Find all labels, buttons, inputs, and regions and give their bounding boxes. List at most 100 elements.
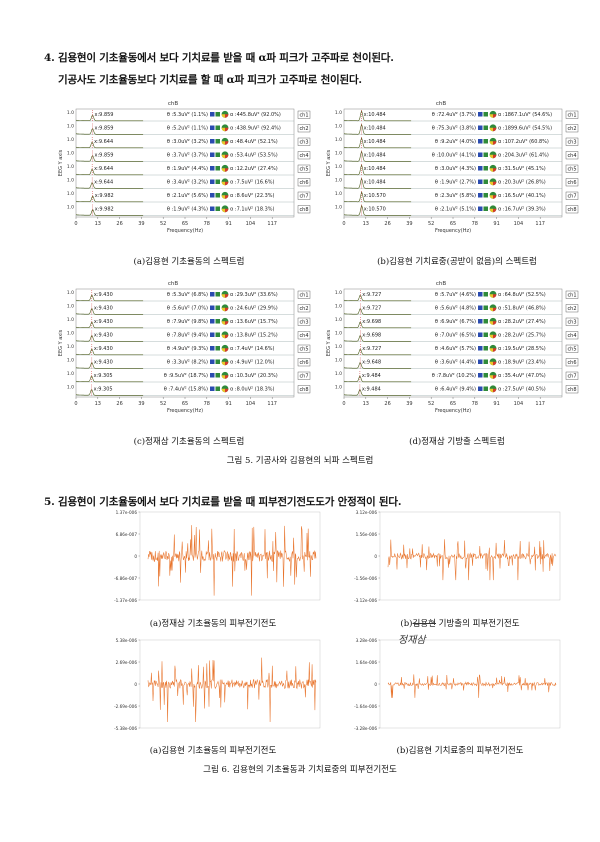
channel-label: ch6 — [299, 180, 308, 186]
band-pie-slice — [221, 348, 225, 352]
handwritten-correction: 정재삼 — [398, 635, 426, 646]
band-pie-slice — [221, 127, 225, 132]
y-tick-label: 1.37e-006 — [116, 510, 138, 515]
channel-label: ch3 — [567, 140, 576, 146]
spectrum-caption-b: (b)김용현 기치료중(공받이 없음)의 스펙트럼 — [377, 257, 537, 267]
y-tick-label: 1.0 — [67, 304, 74, 310]
band-color-square — [483, 386, 488, 391]
y-tick-label: 1.0 — [335, 317, 342, 323]
gsr-caption-3: (a)김용현 기초율동의 피부전기전도 — [149, 746, 277, 756]
channel-label: ch5 — [299, 347, 308, 353]
y-axis-label: EEG Y axis — [326, 149, 332, 176]
channel-box — [297, 317, 311, 326]
peak-label: x:9.430 — [94, 360, 113, 366]
band-pie-slice — [493, 388, 497, 393]
band-color-square — [478, 125, 483, 130]
band-pie-slice — [489, 361, 493, 366]
x-axis-label: Frequency(Hz) — [435, 408, 471, 414]
spectrum-trace — [343, 110, 412, 122]
channel-label: ch4 — [299, 153, 308, 159]
channel-label: ch2 — [567, 126, 576, 132]
spectrum-trace — [75, 208, 144, 216]
y-tick-label: 1.0 — [335, 304, 342, 310]
alpha-power-label: α :20.3uV² (26.8%) — [498, 180, 546, 186]
x-tick-label: 91 — [225, 221, 231, 227]
band-color-square — [478, 112, 483, 117]
y-tick-label: 1.0 — [335, 137, 342, 143]
band-color-square — [478, 346, 483, 351]
band-color-square — [483, 152, 488, 157]
gsr-trace — [147, 657, 317, 723]
channel-box — [297, 151, 311, 160]
spectrum-trace — [343, 164, 412, 176]
alpha-power-label: α :28.2uV² (27.4%) — [498, 319, 546, 325]
theta-power-label: θ :1.9uV² (4.3%) — [167, 207, 208, 213]
axis-title: chB — [436, 101, 447, 107]
x-tick-label: 39 — [406, 221, 412, 227]
y-tick-label: 1.0 — [67, 385, 74, 391]
peak-label: x:10.484 — [364, 139, 386, 145]
band-color-square — [478, 139, 483, 144]
band-color-square — [478, 359, 483, 364]
peak-label: x:9.430 — [94, 333, 113, 339]
peak-label: x:10.570 — [364, 193, 386, 199]
channel-box — [297, 290, 311, 299]
channel-box — [565, 164, 579, 173]
band-color-square — [215, 193, 220, 198]
y-tick-label: 1.0 — [67, 137, 74, 143]
y-tick-label: 5.38e-006 — [116, 638, 138, 643]
band-color-square — [483, 373, 488, 378]
x-tick-label: 117 — [267, 401, 277, 407]
channel-label: ch8 — [567, 207, 576, 213]
gsr-panel-2: 3.12e-006 1.56e-006 0 -1.56e-006 -3.12e-006 — [354, 510, 561, 603]
alpha-power-label: α :1899.6uV² (54.5%) — [498, 126, 552, 132]
band-pie-slice — [493, 375, 497, 379]
theta-power-label: θ :9.5uV² (18.7%) — [164, 373, 208, 379]
alpha-power-label: α :19.5uV² (28.5%) — [498, 346, 546, 352]
peak-label: x:9.430 — [94, 346, 113, 352]
peak-label: x:9.644 — [94, 166, 113, 172]
spectrum-trace — [343, 388, 412, 396]
theta-power-label: θ :3.0uV² (3.2%) — [167, 139, 208, 145]
y-tick-label: 1.0 — [335, 344, 342, 350]
band-color-square — [210, 386, 215, 391]
band-color-square — [210, 125, 215, 130]
alpha-power-label: α :16.7uV² (39.3%) — [498, 207, 546, 213]
band-pie-slice — [225, 348, 229, 352]
band-color-square — [215, 139, 220, 144]
spectrum-trace — [75, 307, 144, 315]
spectrum-trace — [343, 362, 412, 369]
theta-power-label: θ :5.2uV² (1.1%) — [167, 126, 208, 132]
band-color-square — [215, 305, 220, 310]
band-pie-slice — [225, 361, 229, 366]
channel-box — [565, 151, 579, 160]
band-pie-slice — [225, 375, 229, 379]
alpha-power-label: α :28.2uV² (25.7%) — [498, 333, 546, 339]
band-color-square — [478, 292, 483, 297]
channel-label: ch2 — [299, 306, 308, 312]
alpha-power-label: α :13.8uV² (15.2%) — [230, 333, 278, 339]
band-pie-slice — [493, 307, 497, 312]
channel-box — [565, 317, 579, 326]
band-pie-slice — [489, 154, 493, 159]
x-tick-label: 0 — [342, 401, 345, 407]
theta-power-label: θ :9.2uV² (4.0%) — [435, 139, 476, 145]
band-color-square — [210, 319, 215, 324]
x-tick-label: 104 — [246, 221, 256, 227]
alpha-power-label: α :7.5uV² (16.6%) — [230, 180, 275, 186]
theta-power-label: θ :6.4uV² (9.4%) — [435, 387, 476, 393]
peak-label: x:10.484 — [364, 153, 386, 159]
alpha-power-label: α :29.3uV² (33.6%) — [230, 292, 278, 298]
alpha-power-label: α :12.2uV² (27.4%) — [230, 166, 278, 172]
theta-power-label: θ :6.9uV² (6.7%) — [435, 319, 476, 325]
alpha-power-label: α :53.4uV² (53.5%) — [230, 153, 278, 159]
peak-label: x:9.698 — [362, 319, 381, 325]
alpha-power-label: α :204.3uV² (61.4%) — [498, 153, 549, 159]
alpha-power-label: α :107.2uV² (60.8%) — [498, 139, 549, 145]
x-tick-label: 52 — [428, 221, 434, 227]
band-color-square — [478, 193, 483, 198]
theta-power-label: θ :2.1uV² (5.6%) — [167, 193, 208, 199]
channel-label: ch3 — [567, 320, 576, 326]
band-pie-slice — [225, 307, 229, 312]
